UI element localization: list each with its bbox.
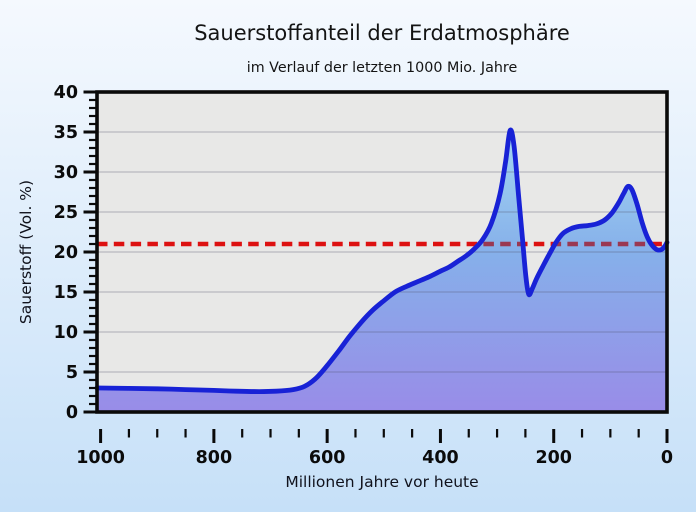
y-tick-label: 0 [66, 403, 78, 423]
x-tick-label: 0 [661, 448, 673, 468]
x-axis-label: Millionen Jahre vor heute [285, 473, 478, 491]
plot-border [95, 90, 669, 414]
x-tick-label: 600 [309, 448, 346, 468]
y-tick-label: 40 [54, 83, 78, 103]
y-tick-label: 5 [66, 363, 78, 383]
y-tick-label: 10 [54, 323, 78, 343]
y-tick-label: 35 [54, 123, 78, 143]
x-tick-label: 800 [196, 448, 233, 468]
y-tick-label: 15 [54, 283, 78, 303]
y-tick-label: 30 [54, 163, 78, 183]
chart-subtitle: im Verlauf der letzten 1000 Mio. Jahre [247, 60, 518, 76]
y-tick-label: 20 [54, 243, 78, 263]
x-tick-label: 1000 [76, 448, 125, 468]
x-tick-label: 400 [422, 448, 459, 468]
oxygen-curve [94, 127, 670, 394]
x-tick-label: 200 [535, 448, 572, 468]
y-tick-label: 25 [54, 203, 78, 223]
chart-title: Sauerstoffanteil der Erdatmosphäre [194, 21, 570, 45]
y-axis-label: Sauerstoff (Vol. %) [17, 180, 35, 324]
oxygen-area-fill [96, 129, 667, 412]
plot-layer: 1000 800 600 400 200 0 0 5 10 15 20 25 30 35 40 [54, 83, 673, 468]
